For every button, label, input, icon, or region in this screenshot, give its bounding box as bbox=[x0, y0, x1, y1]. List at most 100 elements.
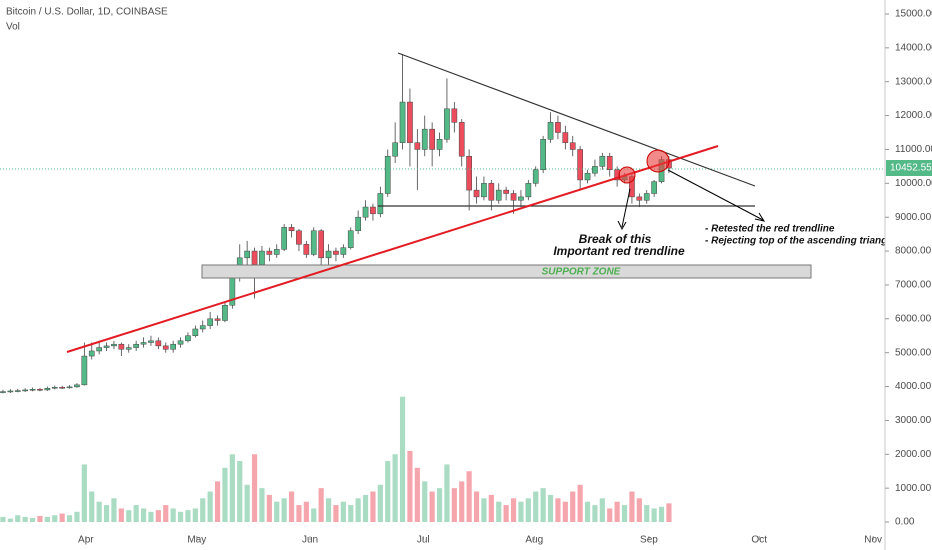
candle-body bbox=[251, 250, 258, 265]
candle-body bbox=[488, 183, 495, 201]
candle-body bbox=[59, 386, 65, 389]
candle-body bbox=[562, 132, 569, 143]
candle-body bbox=[495, 189, 502, 201]
volume-bar bbox=[155, 510, 161, 523]
y-tick-label: 3000.00 bbox=[895, 415, 932, 426]
volume-bar bbox=[74, 511, 80, 523]
volume-bar bbox=[540, 488, 546, 523]
volume-bar bbox=[348, 505, 354, 523]
y-tick-label: 2000.00 bbox=[895, 449, 932, 460]
candle-body bbox=[103, 345, 110, 348]
candle-body bbox=[347, 230, 354, 248]
volume-bar bbox=[407, 450, 413, 523]
volume-bar bbox=[385, 461, 391, 523]
support-zone-label: SUPPORT ZONE bbox=[542, 267, 621, 278]
candle-body bbox=[44, 387, 51, 391]
candle-body bbox=[118, 343, 125, 350]
last-price-label: 10452.55 bbox=[890, 163, 932, 174]
candle-body bbox=[148, 340, 154, 343]
y-tick-label: 15000.00 bbox=[895, 9, 932, 20]
volume-bar bbox=[644, 505, 650, 523]
candle-body bbox=[584, 172, 591, 181]
candle-body bbox=[281, 227, 287, 250]
annotation: - Retested the red trendline bbox=[705, 224, 835, 235]
volume-bar bbox=[237, 461, 243, 523]
volume-bar bbox=[177, 511, 184, 523]
annotation: Important red trendline bbox=[553, 244, 685, 258]
x-tick-label: Sep bbox=[640, 535, 658, 546]
volume-bar bbox=[103, 505, 110, 523]
y-tick-label: 5000.00 bbox=[895, 347, 932, 358]
y-tick-label: 9000.00 bbox=[895, 212, 932, 223]
x-tick-label: Jul bbox=[417, 535, 430, 546]
volume-bar bbox=[325, 498, 332, 523]
candle-body bbox=[636, 196, 643, 201]
volume-bar bbox=[414, 467, 420, 523]
candle-body bbox=[370, 206, 376, 215]
volume-bar bbox=[133, 505, 139, 523]
y-tick-label: 11000.00 bbox=[895, 144, 932, 155]
volume-bar bbox=[0, 516, 6, 523]
axis-mask bbox=[885, 0, 932, 550]
candle-body bbox=[340, 247, 347, 255]
volume-bar bbox=[481, 498, 487, 523]
candle-body bbox=[22, 389, 28, 392]
candle-body bbox=[592, 166, 598, 174]
volume-bar bbox=[66, 515, 73, 523]
volume-bar bbox=[496, 501, 502, 523]
volume-bar bbox=[81, 464, 87, 523]
candle-body bbox=[170, 343, 176, 350]
candle-body bbox=[288, 227, 295, 231]
volume-bar bbox=[222, 467, 228, 523]
y-tick-label: 12000.00 bbox=[895, 110, 932, 121]
candle-body bbox=[51, 386, 58, 389]
volume-bar bbox=[170, 508, 176, 523]
annotation: Break of this bbox=[579, 232, 652, 246]
candle-body bbox=[532, 169, 539, 184]
candle-body bbox=[377, 193, 384, 215]
candle-body bbox=[577, 149, 583, 181]
support-zone bbox=[201, 264, 812, 279]
volume-bar bbox=[251, 454, 258, 523]
volume-bar bbox=[163, 505, 169, 523]
volume-bar bbox=[451, 488, 457, 523]
volume-bar bbox=[111, 498, 117, 523]
candle-body bbox=[162, 345, 169, 350]
volume-bar bbox=[148, 511, 154, 523]
red-trendline bbox=[66, 145, 719, 353]
candle-body bbox=[96, 347, 102, 352]
candle-body bbox=[525, 183, 532, 198]
volume-bar bbox=[392, 454, 398, 523]
x-tick-label: Apr bbox=[78, 535, 94, 546]
candle-body bbox=[155, 340, 162, 347]
candle-body bbox=[444, 108, 450, 140]
volume-bar bbox=[281, 498, 287, 523]
candle-body bbox=[606, 155, 613, 171]
candle-body bbox=[303, 244, 310, 255]
volume-bar bbox=[7, 518, 13, 523]
volume-bar bbox=[636, 498, 642, 523]
volume-bar bbox=[15, 515, 21, 523]
volume-bar bbox=[207, 491, 213, 523]
volume-bar bbox=[503, 505, 509, 523]
volume-bar bbox=[592, 505, 598, 523]
volume-bar bbox=[422, 481, 428, 523]
candle-body bbox=[177, 340, 184, 345]
volume-bar bbox=[303, 501, 309, 523]
candle-body bbox=[111, 343, 117, 347]
volume-bar bbox=[510, 498, 517, 523]
volume-bar bbox=[59, 513, 65, 523]
candle-body bbox=[88, 350, 95, 357]
volume-bar bbox=[140, 508, 147, 523]
volume-bar bbox=[444, 464, 450, 523]
break-marker bbox=[618, 166, 636, 184]
chart-title: Bitcoin / U.S. Dollar, 1D, COINBASE bbox=[6, 7, 168, 18]
volume-bar bbox=[259, 488, 265, 523]
volume-bar bbox=[126, 510, 132, 523]
candle-body bbox=[451, 108, 458, 123]
volume-bar bbox=[22, 516, 28, 523]
volume-bar bbox=[288, 491, 295, 523]
candle-body bbox=[37, 389, 43, 391]
candle-body bbox=[192, 328, 199, 336]
